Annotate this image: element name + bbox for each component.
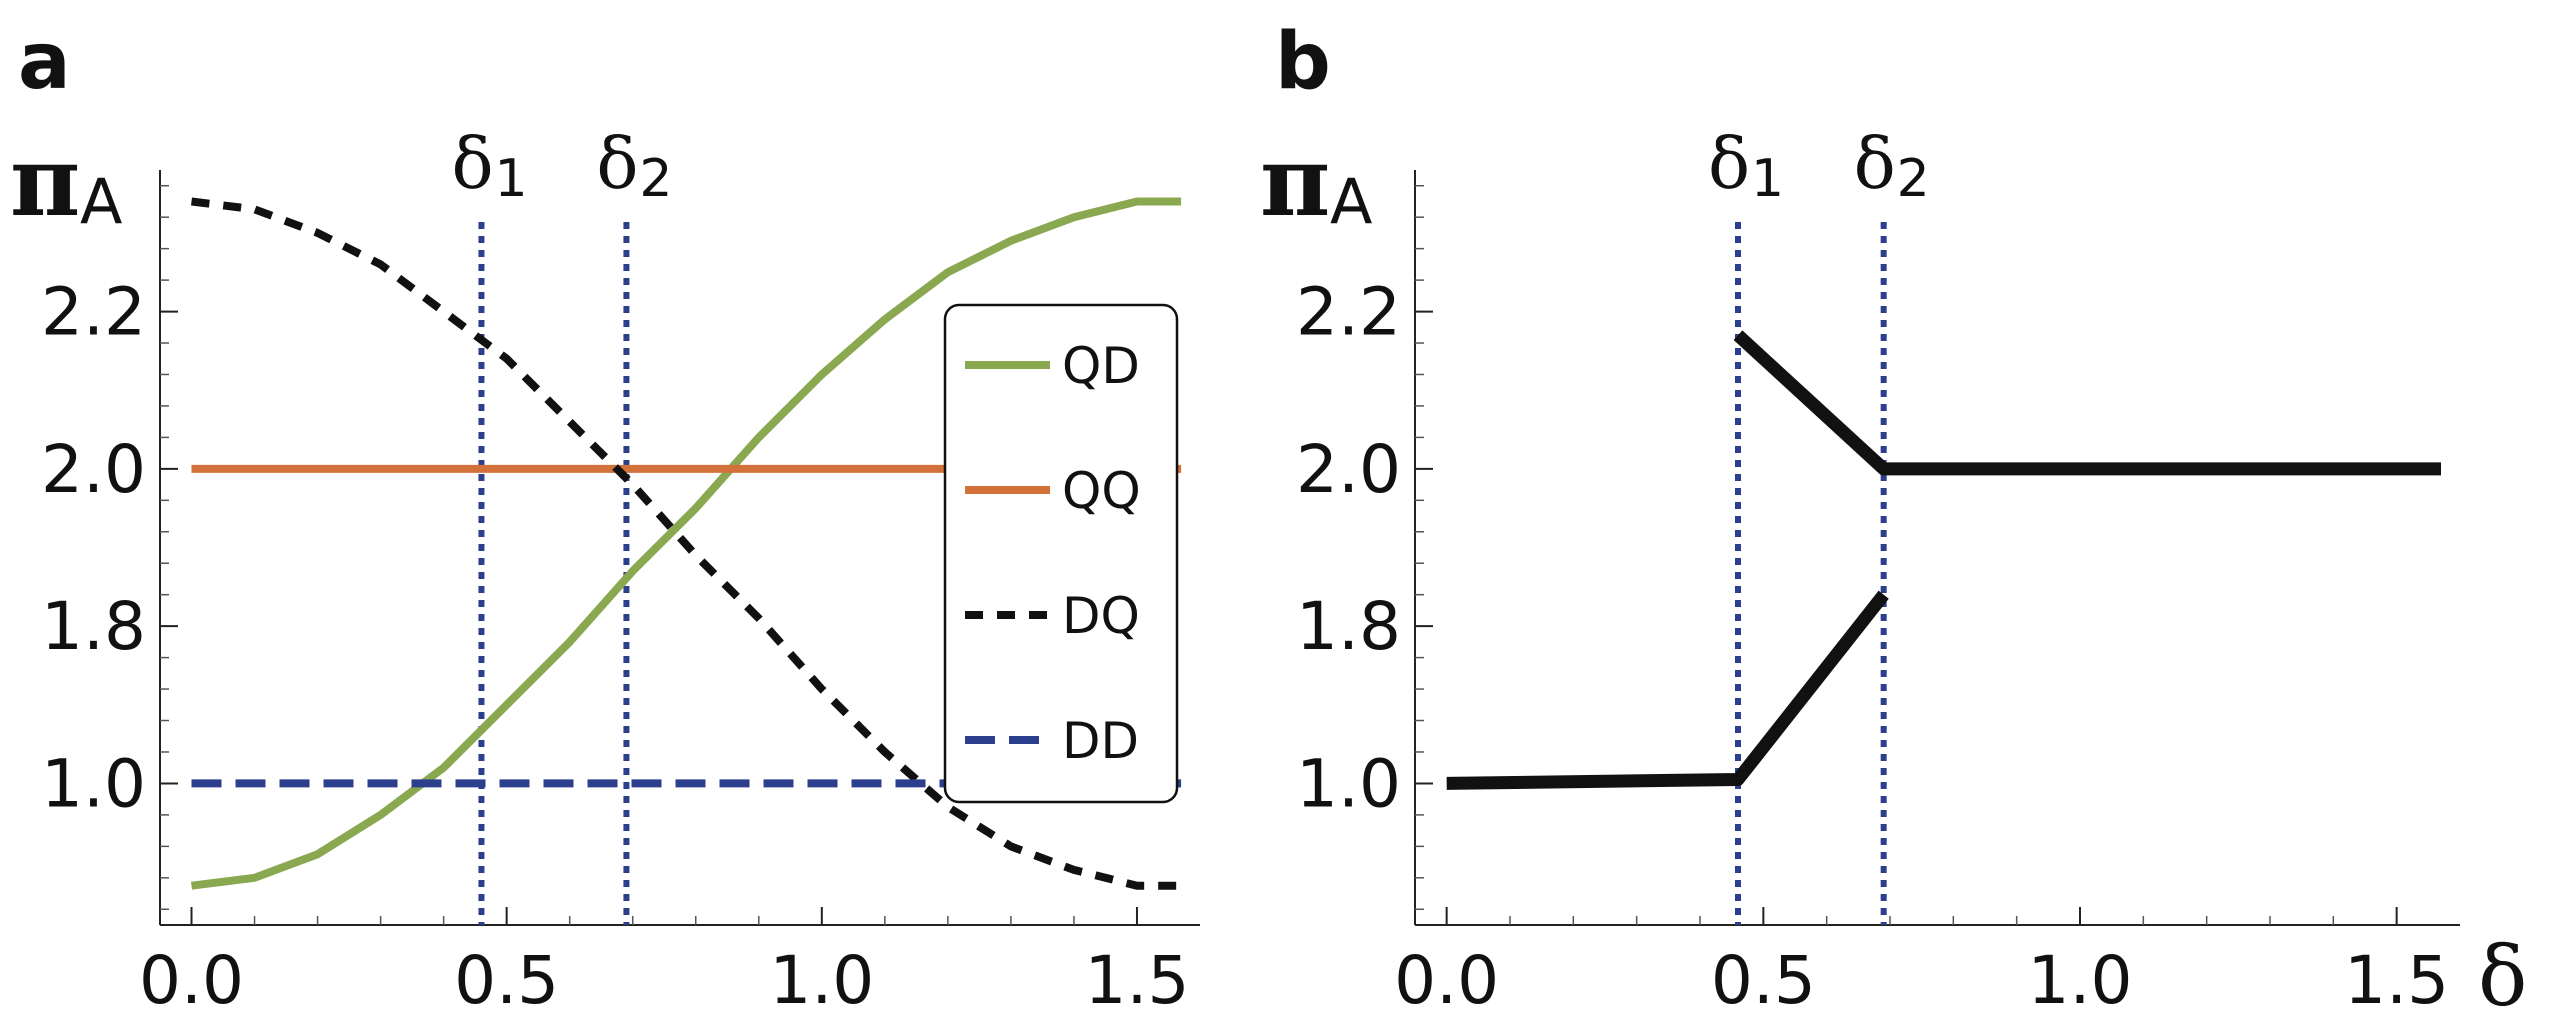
threshold-label: δ (1854, 123, 1896, 205)
legend: QD QQ DQ DD (943, 303, 1179, 804)
panel-label: b (1275, 17, 1331, 107)
threshold-label: δ (1708, 123, 1750, 205)
y-tick-label: 1.0 (1296, 745, 1401, 822)
series-line-QD (191, 197, 1182, 890)
legend-box (943, 303, 1179, 804)
x-tick-label: 0.5 (1711, 942, 1816, 1014)
series-line-upper (1733, 330, 2441, 476)
y-tick-label: 1.8 (41, 588, 146, 665)
legend-label-QQ: QQ (1062, 462, 1141, 520)
chart-panel-b: bπ A2.22.01.81.00.0 0.5 1.0 1.5 δδ 1 δ 2 (1260, 17, 2527, 1014)
y-axis-label: π (1260, 125, 1330, 238)
legend-label-QD: QD (1062, 337, 1140, 395)
y-tick-label: 2.0 (1296, 431, 1401, 508)
x-tick-label: 0.0 (139, 942, 244, 1014)
y-tick-label: 1.8 (1296, 588, 1401, 665)
x-tick-label: 1.0 (769, 942, 874, 1014)
y-tick-label: 1.0 (41, 745, 146, 822)
threshold-label-subscript: 1 (1751, 149, 1784, 209)
series-line-lower (1446, 590, 1889, 790)
x-tick-label: 0.5 (454, 942, 559, 1014)
threshold-label-subscript: 1 (494, 149, 527, 209)
y-tick-label: 2.0 (41, 431, 146, 508)
series-line-DQ (191, 197, 1182, 890)
threshold-label: δ (596, 123, 638, 205)
panel-label: a (18, 17, 71, 107)
y-tick-label: 2.2 (1296, 274, 1401, 351)
legend-label-DQ: DQ (1062, 587, 1140, 645)
threshold-label-subscript: 2 (1897, 149, 1930, 209)
legend-label-DD: DD (1062, 712, 1139, 770)
x-tick-label: 0.0 (1394, 942, 1499, 1014)
x-tick-label: 1.5 (1084, 942, 1189, 1014)
y-axis-label-subscript: A (1330, 165, 1372, 238)
x-axis-label: δ (2478, 930, 2527, 1014)
threshold-label: δ (451, 123, 493, 205)
y-axis-label-subscript: A (80, 165, 122, 238)
y-axis-label: π (10, 125, 80, 238)
y-tick-label: 2.2 (41, 274, 146, 351)
x-tick-label: 1.5 (2344, 942, 2449, 1014)
x-tick-label: 1.0 (2028, 942, 2133, 1014)
threshold-label-subscript: 2 (639, 149, 672, 209)
